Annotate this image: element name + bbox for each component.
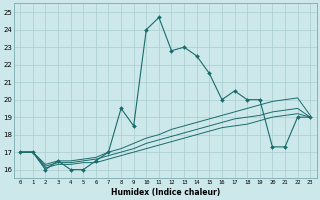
X-axis label: Humidex (Indice chaleur): Humidex (Indice chaleur) — [111, 188, 220, 197]
